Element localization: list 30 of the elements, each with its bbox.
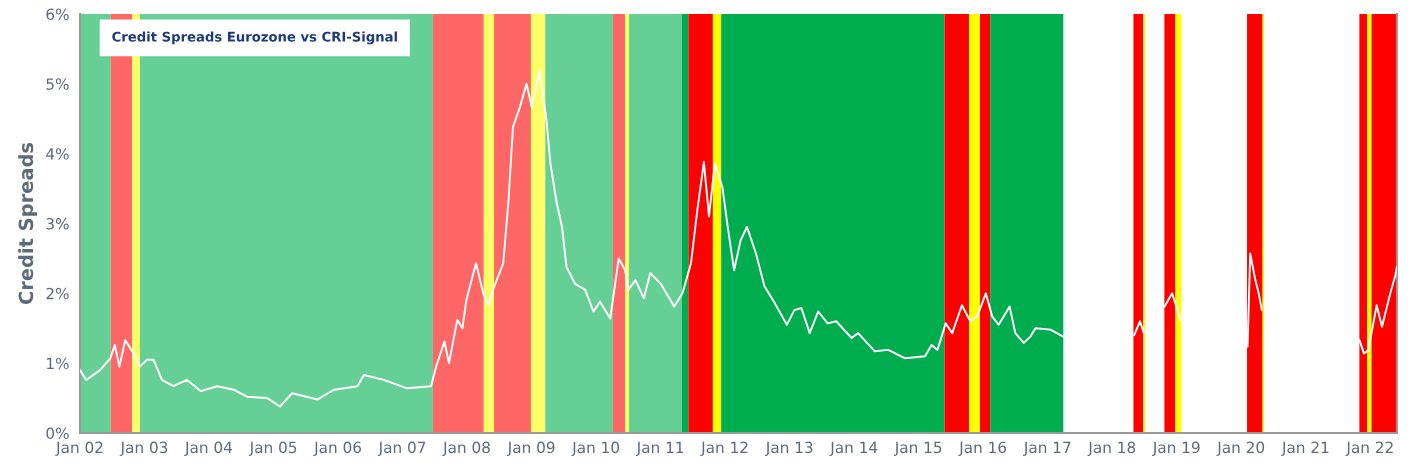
y-tick-label: 3% bbox=[46, 217, 69, 230]
x-tick-label: Jan 14 bbox=[829, 441, 878, 456]
x-tick-label: Jan 08 bbox=[442, 441, 490, 456]
x-tick-label: Jan 21 bbox=[1281, 441, 1329, 456]
x-tick-label: Jan 04 bbox=[184, 441, 233, 456]
y-axis-title: Credit Spreads bbox=[18, 142, 38, 305]
x-tick-label: Jan 03 bbox=[119, 441, 168, 456]
y-tick-label: 2% bbox=[46, 287, 69, 300]
x-tick-label: Jan 18 bbox=[1087, 441, 1136, 456]
x-tick-label: Jan 02 bbox=[55, 441, 103, 456]
x-tick-label: Jan 09 bbox=[506, 441, 555, 456]
x-tick-label: Jan 17 bbox=[1023, 441, 1071, 456]
x-tick-label: Jan 12 bbox=[700, 441, 748, 456]
x-tick-label: Jan 19 bbox=[1152, 441, 1200, 456]
x-tick-label: Jan 05 bbox=[248, 441, 297, 456]
x-tick-label: Jan 13 bbox=[765, 441, 813, 456]
y-tick-label: 1% bbox=[47, 357, 69, 370]
text: Credit Spreads Eurozone vs CRI-Signal bbox=[112, 31, 397, 45]
x-tick-label: Jan 22 bbox=[1345, 441, 1393, 456]
x-tick-label: Jan 11 bbox=[635, 441, 684, 456]
x-tick-label: Jan 10 bbox=[571, 441, 620, 456]
x-tick-label: Jan 15 bbox=[893, 441, 942, 456]
y-tick-label: 0% bbox=[46, 427, 69, 440]
x-tick-label: Jan 20 bbox=[1216, 441, 1265, 456]
y-tick-label: 6% bbox=[46, 8, 69, 21]
y-tick-label: 5% bbox=[46, 78, 69, 90]
x-tick-label: Jan 16 bbox=[958, 441, 1007, 456]
x-tick-label: Jan 06 bbox=[313, 441, 362, 456]
x-tick-label: Jan 07 bbox=[377, 441, 426, 456]
y-tick-label: 4% bbox=[46, 148, 69, 160]
